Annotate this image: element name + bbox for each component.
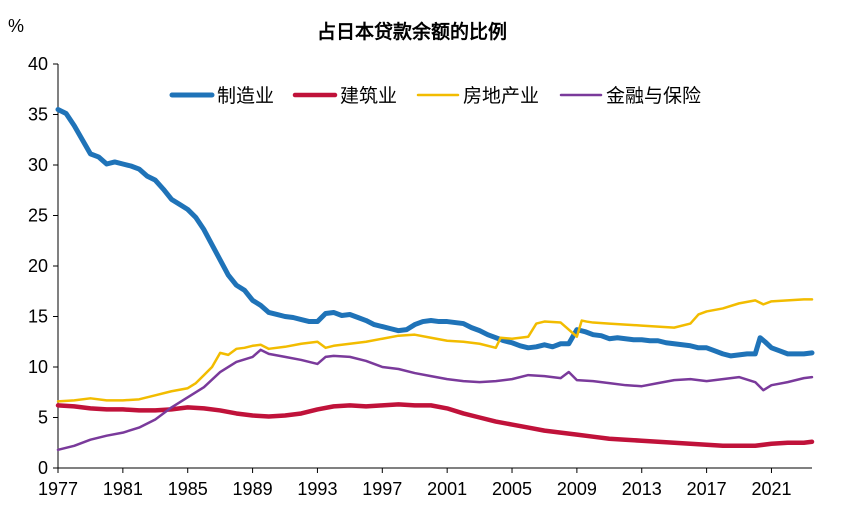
x-tick-label: 1993	[297, 479, 337, 499]
series-line-1	[55, 106, 815, 359]
y-tick-label: 5	[38, 408, 48, 428]
x-tick-label: 2021	[751, 479, 791, 499]
y-tick-label: 20	[28, 256, 48, 276]
series-line-3	[56, 298, 814, 403]
y-tick-label: 10	[28, 357, 48, 377]
x-tick-label: 1977	[38, 479, 78, 499]
x-tick-label: 2005	[492, 479, 532, 499]
x-tick-label: 1989	[233, 479, 273, 499]
y-tick-label: 25	[28, 206, 48, 226]
series-line-2	[55, 402, 815, 449]
y-tick-label: 15	[28, 307, 48, 327]
y-tick-label: 35	[28, 105, 48, 125]
x-tick-label: 1997	[362, 479, 402, 499]
x-tick-label: 2013	[622, 479, 662, 499]
chart-title: 占日本贷款余额的比例	[317, 20, 507, 43]
series-line-4	[56, 348, 814, 452]
legend-label: 制造业	[217, 85, 274, 107]
legend-label: 房地产业	[463, 85, 539, 107]
x-tick-label: 2009	[557, 479, 597, 499]
legend-label: 金融与保险	[606, 85, 701, 107]
legend-label: 建筑业	[340, 85, 397, 107]
x-tick-label: 2017	[687, 479, 727, 499]
x-tick-label: 1985	[168, 479, 208, 499]
y-tick-label: 30	[28, 155, 48, 175]
y-tick-label: 40	[28, 54, 48, 74]
y-tick-label: 0	[38, 458, 48, 478]
series-lines	[55, 106, 815, 452]
x-tick-label: 2001	[427, 479, 467, 499]
legend: 制造业 建筑业 房地产业 金融与保险	[169, 85, 701, 107]
x-tick-label: 1981	[103, 479, 143, 499]
axes: 0 5 10 15 20 25 30 35 40 1977 1981 1985 1989 1993 1997…	[28, 54, 812, 499]
y-axis-unit: %	[8, 16, 24, 36]
